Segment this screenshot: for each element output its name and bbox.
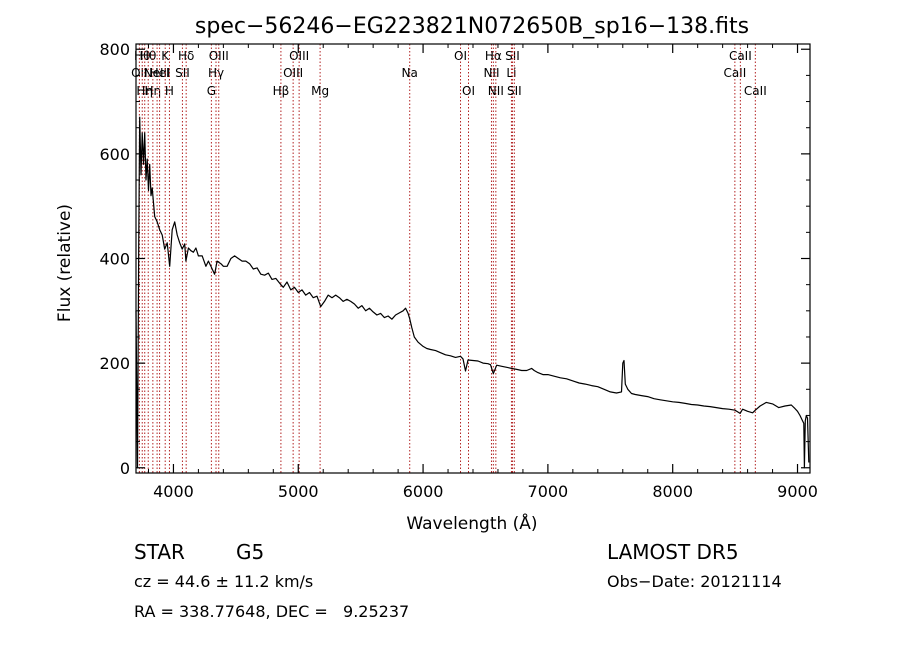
spectral-line-markers: OIIHθHηHθHηNeIIIHeIKHSIIHδGHγOIIIHβOIIIO… [131, 44, 767, 473]
line-marker-label: Hθ [134, 49, 150, 63]
line-marker-label: G [207, 84, 216, 98]
line-marker-label: OI [462, 84, 475, 98]
x-tick-label: 9000 [777, 482, 818, 501]
line-marker-label: CaII [744, 84, 767, 98]
x-tick-label: 7000 [528, 482, 569, 501]
object-subclass: G5 [236, 540, 265, 564]
spectrum-line [135, 116, 810, 469]
axes: 4000 5000 6000 7000 8000 9000 0 200 400 600 800 [99, 40, 817, 501]
line-marker-label: Hδ [178, 49, 194, 63]
line-marker-label: OII [131, 66, 148, 80]
y-axis-label: Flux (relative) [55, 204, 75, 322]
line-marker-label: CaII [729, 49, 752, 63]
obs-date-text: Obs−Date: 20121114 [607, 572, 782, 591]
x-axis-label: Wavelength (Å) [406, 512, 537, 534]
line-marker-label: SII [175, 66, 190, 80]
y-tick-label: 600 [99, 145, 130, 164]
line-marker-label: OIII [209, 49, 229, 63]
y-tick-label: 200 [99, 354, 130, 373]
line-marker-label: SII [505, 49, 520, 63]
y-tick-label: 0 [120, 459, 130, 478]
y-tick-label: 800 [99, 40, 130, 59]
line-marker-label: OI [454, 49, 467, 63]
line-marker-label: SII [507, 84, 522, 98]
line-marker-label: NII [488, 84, 504, 98]
line-marker-label: K [161, 49, 170, 63]
coordinates-text: RA = 338.77648, DEC = 9.25237 [134, 602, 410, 621]
survey-label: LAMOST DR5 [607, 540, 739, 564]
line-marker-label: OIII [283, 66, 303, 80]
plot-frame [135, 43, 811, 474]
x-tick-label: 6000 [403, 482, 444, 501]
line-marker-label: Hη [145, 84, 162, 98]
line-marker-label: Na [402, 66, 418, 80]
line-marker-label: Hη [136, 84, 153, 98]
line-marker-label: OIII [289, 49, 309, 63]
x-tick-label: 5000 [278, 482, 319, 501]
line-marker-label: Hα [485, 49, 502, 63]
x-tick-label: 8000 [652, 482, 693, 501]
line-marker-label: Mg [311, 84, 329, 98]
line-marker-label: Hγ [208, 66, 224, 80]
chart-title: spec−56246−EG223821N072650B_sp16−138.fit… [195, 14, 749, 39]
line-marker-label: CaII [723, 66, 746, 80]
line-marker-label: HeI [150, 66, 170, 80]
redshift-text: cz = 44.6 ± 11.2 km/s [134, 572, 314, 591]
line-marker-label: Hθ [140, 49, 156, 63]
line-marker-label: Li [506, 66, 516, 80]
spectrum-series [135, 116, 810, 469]
object-class: STAR [134, 540, 185, 564]
line-marker-label: NII [483, 66, 499, 80]
x-tick-label: 4000 [153, 482, 194, 501]
line-marker-label: Hβ [273, 84, 290, 98]
line-marker-label: H [165, 84, 174, 98]
line-marker-label: NeIII [144, 66, 171, 80]
y-tick-label: 400 [99, 250, 130, 269]
